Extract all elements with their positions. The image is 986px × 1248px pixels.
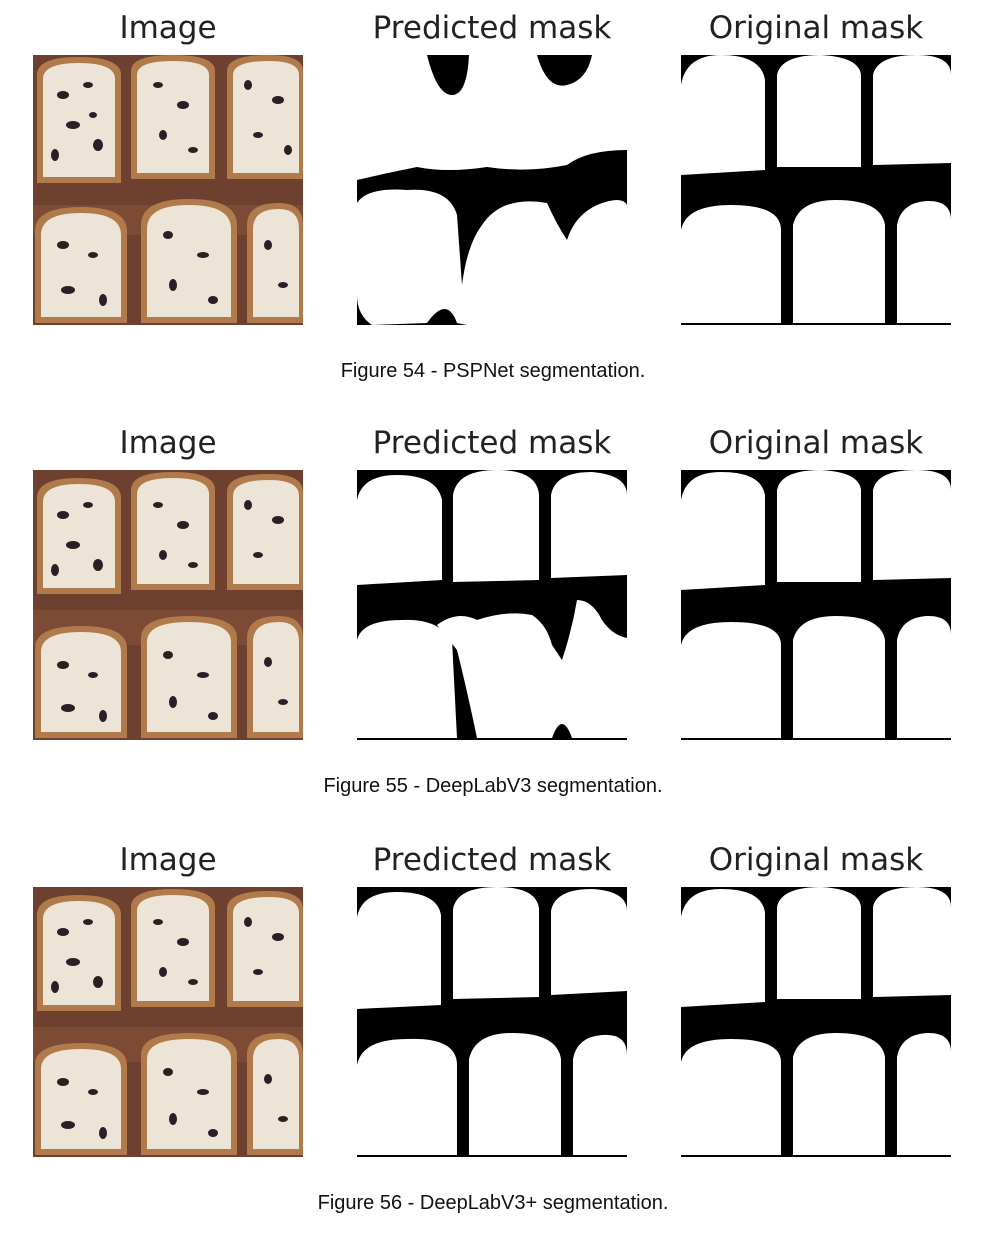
panel-title-image: Image bbox=[119, 425, 217, 461]
original-mask bbox=[681, 55, 951, 325]
predicted-mask bbox=[357, 887, 627, 1157]
bread-photo bbox=[33, 887, 303, 1157]
panel-title-original-mask: Original mask bbox=[708, 425, 924, 461]
bread-photo bbox=[33, 55, 303, 325]
bread-photo bbox=[33, 470, 303, 740]
predicted-mask bbox=[357, 470, 627, 740]
figure-caption: Figure 55 - DeepLabV3 segmentation. bbox=[323, 775, 663, 797]
figure-caption: Figure 54 - PSPNet segmentation. bbox=[340, 360, 646, 382]
panel-title-original-mask: Original mask bbox=[708, 10, 924, 46]
panel-title-predicted-mask: Predicted mask bbox=[372, 842, 612, 878]
original-mask bbox=[681, 470, 951, 740]
panel-title-predicted-mask: Predicted mask bbox=[372, 425, 612, 461]
panel-title-image: Image bbox=[119, 10, 217, 46]
figure-caption: Figure 56 - DeepLabV3+ segmentation. bbox=[317, 1192, 669, 1214]
predicted-mask bbox=[357, 55, 627, 325]
panel-title-predicted-mask: Predicted mask bbox=[372, 10, 612, 46]
panel-title-original-mask: Original mask bbox=[708, 842, 924, 878]
original-mask bbox=[681, 887, 951, 1157]
panel-title-image: Image bbox=[119, 842, 217, 878]
